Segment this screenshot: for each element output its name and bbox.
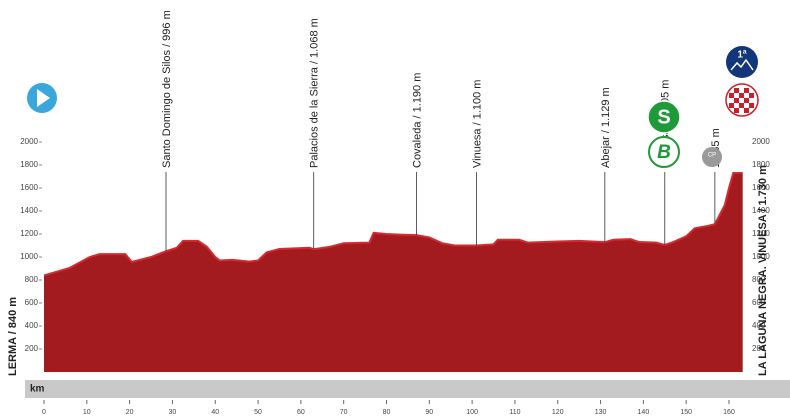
y-tick-label: 1000	[20, 252, 38, 261]
start-label: LERMA / 840 m	[7, 297, 19, 376]
x-tick-label: 160	[723, 409, 735, 416]
x-tick-label: 80	[383, 409, 391, 416]
annotation: Covaleda / 1.190 m	[411, 73, 423, 168]
y2-tick-label: 1600	[752, 183, 770, 192]
annotation: Abejar / 1.129 m	[600, 87, 612, 168]
checkpoint-text: CP	[708, 153, 716, 159]
km-label: km	[30, 384, 45, 395]
x-tick-label: 20	[126, 409, 134, 416]
y-tick-label: 1800	[20, 160, 38, 169]
y2-tick-label: 600	[752, 298, 766, 307]
x-tick-label: 70	[340, 409, 348, 416]
annotation: Santo Domingo de Silos / 996 m	[161, 10, 173, 168]
y2-tick-label: 1200	[752, 229, 770, 238]
profile-area	[44, 173, 743, 372]
x-tick-label: 30	[169, 409, 177, 416]
sprint-text: S	[657, 106, 670, 128]
y-tick-label: 1400	[20, 206, 38, 215]
finish-label: LA LAGUNA NEGRA. VINUESA / 1.730 m	[757, 165, 769, 376]
annotation: Palacios de la Sierra / 1.068 m	[309, 18, 321, 168]
y-tick-label: 200	[25, 344, 39, 353]
x-tick-label: 90	[425, 409, 433, 416]
x-tick-label: 150	[680, 409, 692, 416]
km-bar	[25, 380, 790, 398]
x-tick-label: 0	[42, 409, 46, 416]
y2-tick-label: 200	[752, 344, 766, 353]
x-tick-label: 60	[297, 409, 305, 416]
checker	[729, 88, 754, 113]
x-tick-label: 40	[211, 409, 219, 416]
bonus-text: B	[657, 142, 671, 163]
y-tick-label: 2000	[20, 137, 38, 146]
y-tick-label: 400	[25, 321, 39, 330]
y2-tick-label: 2000	[752, 137, 770, 146]
checkpoint-icon	[702, 147, 722, 167]
x-tick-label: 110	[509, 409, 520, 416]
annotation: Vinuesa / 1.100 m	[471, 80, 483, 168]
x-tick-label: 100	[466, 409, 478, 416]
climb-icon	[726, 46, 758, 78]
climb-text: 1ª	[737, 50, 747, 61]
profile-edge	[43, 172, 743, 277]
x-tick-label: 130	[595, 409, 607, 416]
y2-tick-label: 1000	[752, 252, 770, 261]
climb-peaks	[730, 58, 754, 71]
x-tick-label: 50	[254, 409, 262, 416]
y2-tick-label: 400	[752, 321, 766, 330]
bonus-icon	[648, 136, 680, 168]
x-tick-label: 140	[638, 409, 650, 416]
y-tick-label: 600	[25, 298, 39, 307]
y2-tick-label: 800	[752, 275, 766, 284]
y-tick-label: 800	[25, 275, 39, 284]
x-tick-label: 120	[552, 409, 564, 416]
start-arrow	[37, 89, 50, 107]
x-tick-label: 10	[83, 409, 91, 416]
finish-icon	[725, 83, 759, 117]
y-tick-label: 1600	[20, 183, 38, 192]
y2-tick-label: 1400	[752, 206, 770, 215]
sprint-icon	[647, 100, 681, 134]
y2-tick-label: 1800	[752, 160, 770, 169]
y-tick-label: 1200	[20, 229, 38, 238]
